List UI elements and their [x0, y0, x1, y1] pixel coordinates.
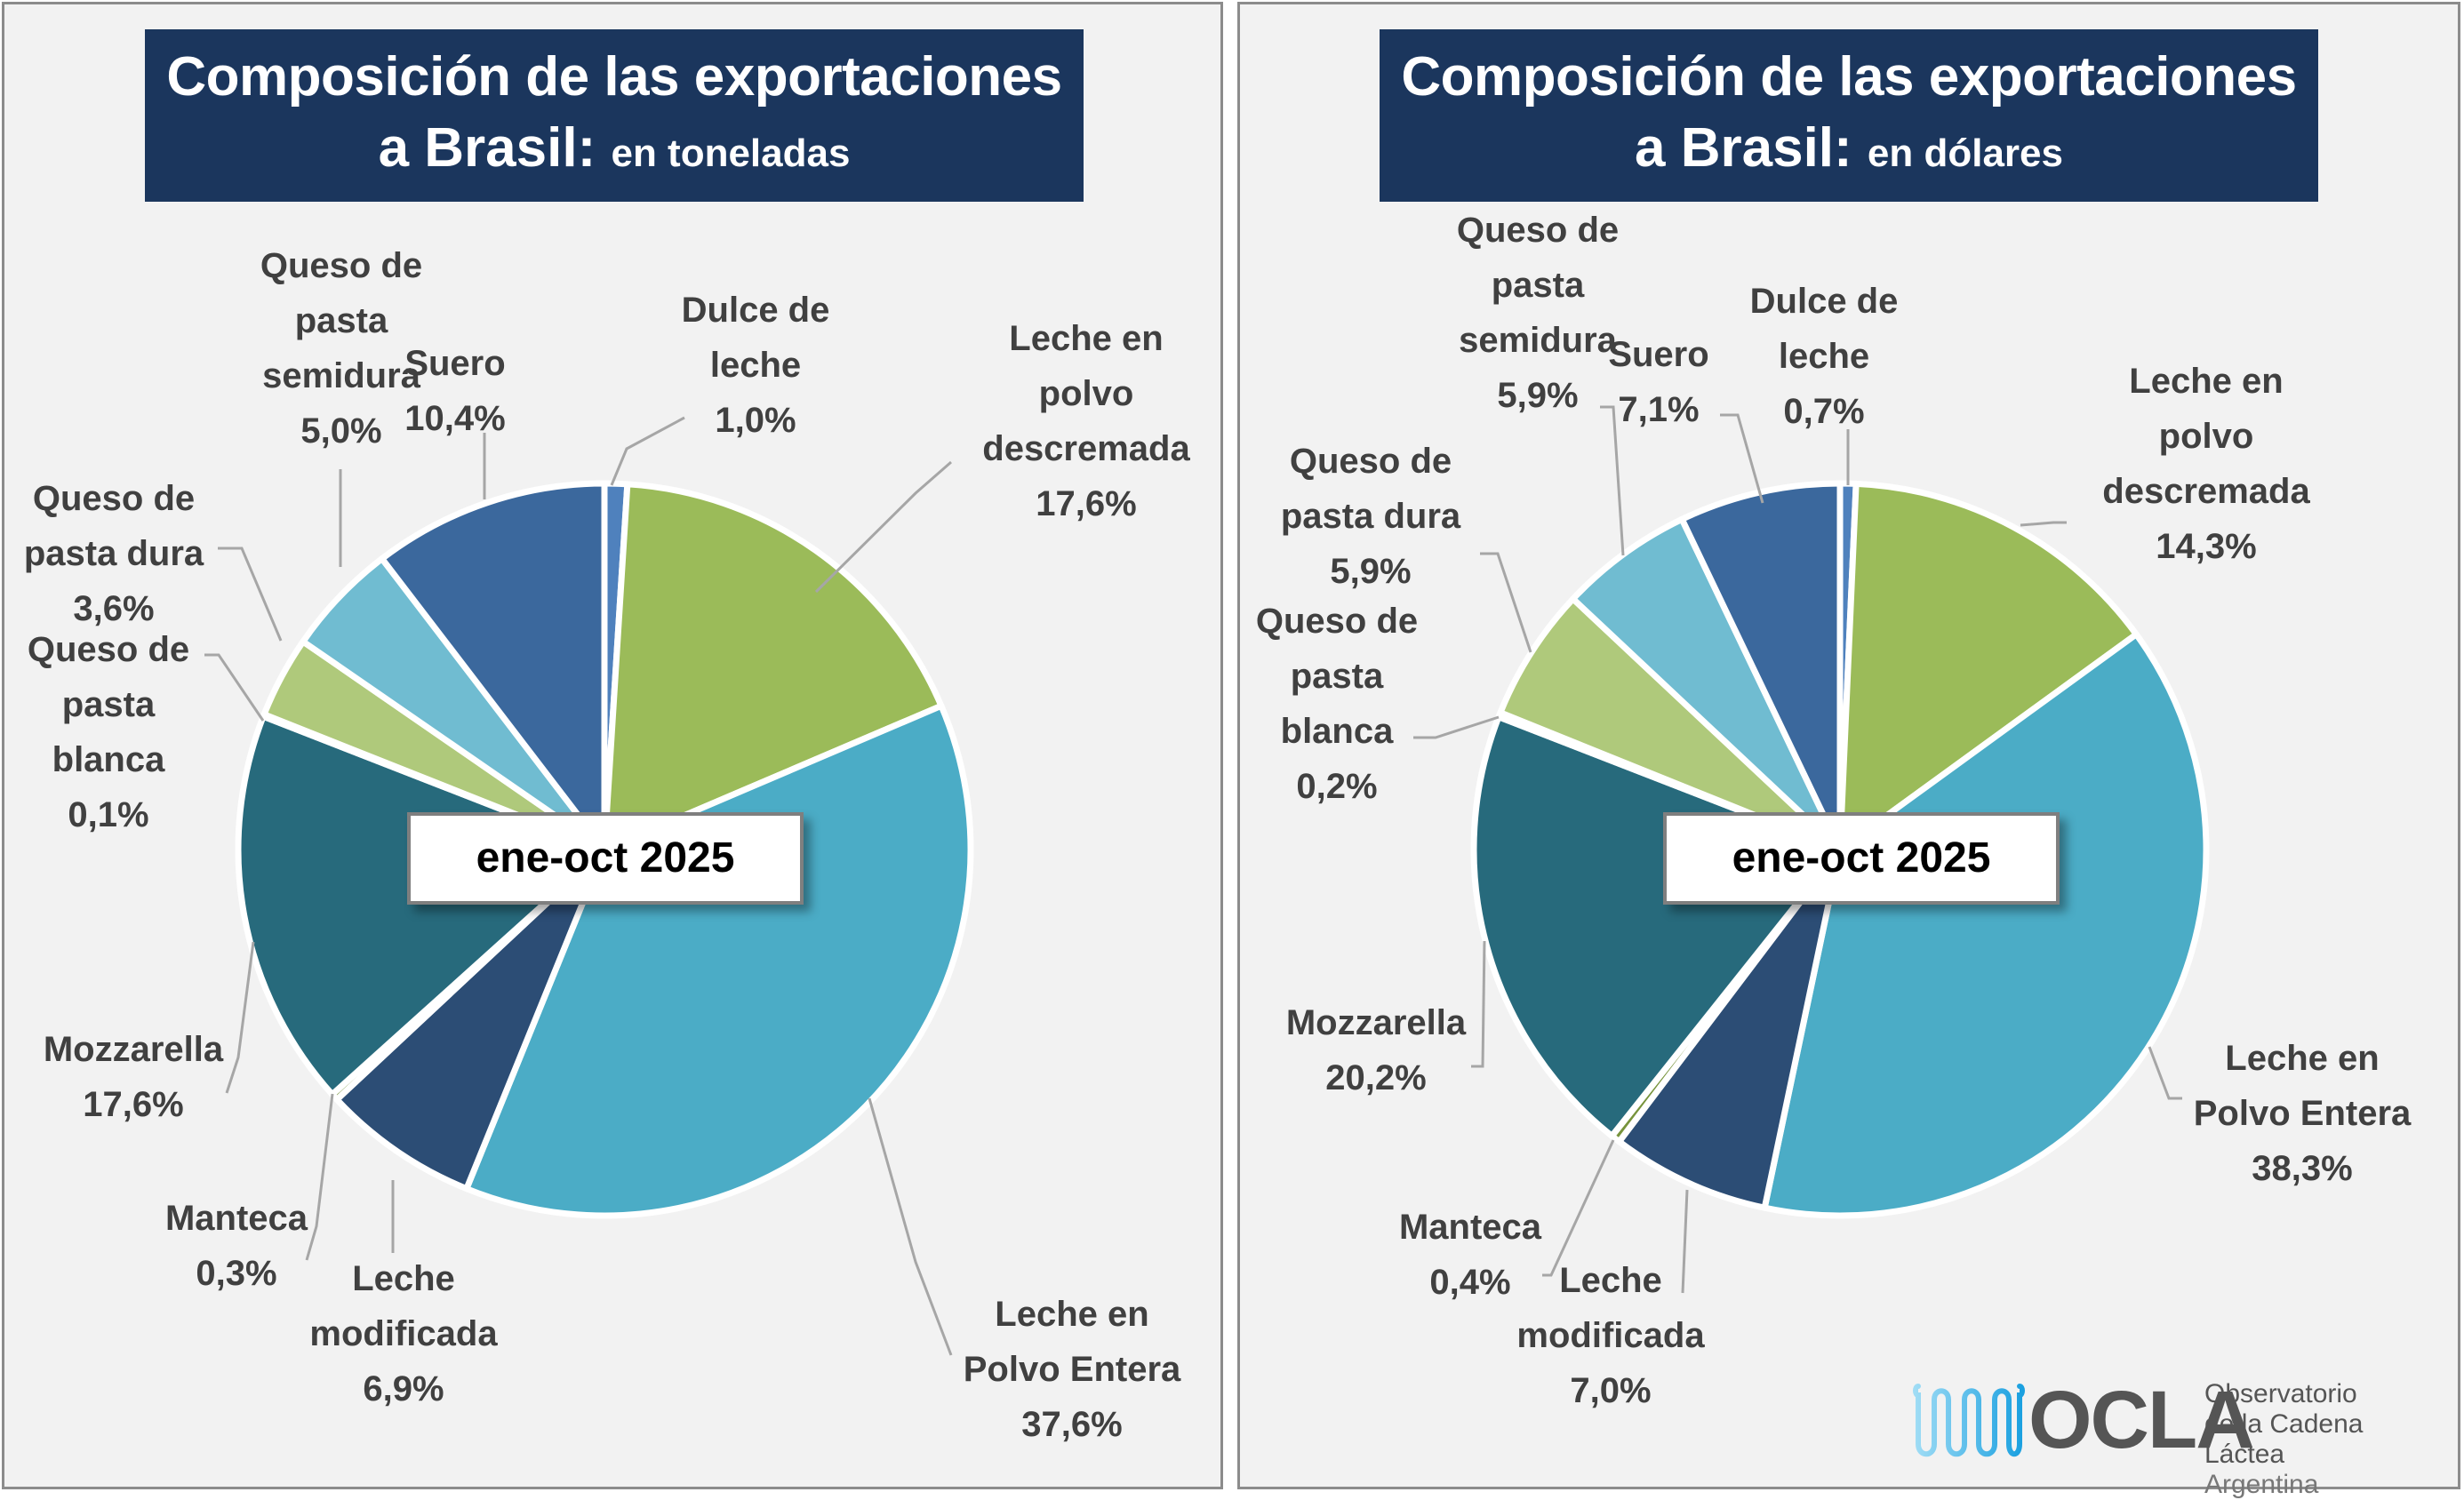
leader-line [2148, 1046, 2182, 1100]
pie-slice-queso-de-pasta-dura [1497, 595, 1844, 853]
logo-org-name: Observatorio de la Cadena Láctea Argenti… [2204, 1379, 2444, 1500]
leader-line [1720, 413, 1764, 504]
logo-line-1: Observatorio [2204, 1379, 2357, 1408]
logo-line-2: de la Cadena Láctea [2204, 1409, 2364, 1469]
data-label-manteca: Manteca 0,4% [1398, 1208, 1542, 1302]
data-label-manteca: Manteca 0,3% [164, 1199, 308, 1293]
data-label-queso-de-pasta-dura: Queso de pasta dura 3,6% [23, 479, 204, 628]
pie-slice-leche-modificada [333, 846, 608, 1193]
leader-line [225, 941, 255, 1094]
leader-line [1480, 552, 1532, 653]
data-label-mozzarella: Mozzarella 17,6% [43, 1030, 224, 1124]
pie-slice-leche-modificada [1616, 846, 1844, 1211]
data-label-queso-de-pasta-semidura: Queso de pasta semidura 5,9% [1456, 211, 1620, 415]
pie-slice-mozzarella [235, 713, 608, 1098]
title-line-1: Composición de las exportaciones [166, 46, 1062, 108]
period-label-left: ene-oct 2025 [407, 812, 804, 905]
leader-line [204, 653, 265, 722]
title-subtitle: en toneladas [611, 132, 851, 175]
leader-line [1542, 1139, 1615, 1277]
title-line-2: a Brasil: en dólares [1380, 113, 2318, 189]
title-line-2-main: a Brasil: [378, 117, 596, 179]
logo-wordmark: OCLA [2028, 1375, 2255, 1465]
data-label-leche-modificada: Leche modificada 6,9% [309, 1259, 498, 1408]
logo-line-3: Argentina [2204, 1470, 2319, 1499]
data-label-suero: Suero 7,1% [1608, 335, 1709, 429]
data-label-queso-de-pasta-semidura: Queso de pasta semidura 5,0% [260, 246, 423, 451]
leader-line [1681, 1189, 1689, 1294]
leader-line [2020, 521, 2067, 527]
leader-line [1600, 405, 1625, 556]
pie-slice-leche-en-polvo-descremada [1836, 480, 2140, 853]
data-label-suero: Suero 10,4% [404, 344, 506, 438]
leader-line [1471, 940, 1486, 1068]
chart-title: Composición de las exportaciones a Brasi… [145, 29, 1084, 202]
chart-title: Composición de las exportaciones a Brasi… [1380, 29, 2318, 202]
pie-slice-suero [379, 480, 608, 853]
ocla-logo: OCLA Observatorio de la Cadena Láctea Ar… [1911, 1368, 2444, 1499]
data-label-mozzarella: Mozzarella 20,2% [1285, 1003, 1467, 1097]
leader-line [610, 416, 685, 486]
data-label-dulce-de-leche: Dulce de leche 1,0% [681, 291, 830, 440]
leader-line [814, 460, 952, 594]
data-label-leche-modificada: Leche modificada 7,0% [1516, 1261, 1705, 1410]
chart-panel-toneladas: Composición de las exportaciones a Brasi… [2, 2, 1223, 1489]
data-label-leche-en-polvo-entera: Leche en Polvo Entera 38,3% [2193, 1039, 2412, 1188]
period-label-right: ene-oct 2025 [1663, 812, 2060, 905]
milk-wave-icon [1913, 1384, 2025, 1457]
title-line-2: a Brasil: en toneladas [145, 113, 1084, 189]
data-label-queso-de-pasta-dura: Queso de pasta dura 5,9% [1280, 442, 1461, 591]
leader-line [868, 1097, 953, 1356]
data-label-leche-en-polvo-descremada: Leche en polvo descremada 17,6% [982, 319, 1190, 523]
data-label-leche-en-polvo-entera: Leche en Polvo Entera 37,6% [963, 1295, 1181, 1444]
pie-slice-leche-en-polvo-descremada [601, 481, 945, 853]
leader-line [218, 547, 283, 642]
data-label-queso-de-pasta-blanca: Queso de pasta blanca 0,1% [27, 630, 190, 834]
data-label-leche-en-polvo-descremada: Leche en polvo descremada 14,3% [2102, 362, 2310, 566]
leader-line [305, 1093, 334, 1261]
leader-line [1413, 715, 1500, 739]
title-subtitle: en dólares [1867, 132, 2063, 175]
data-label-queso-de-pasta-blanca: Queso de pasta blanca 0,2% [1255, 602, 1419, 806]
pie-slice-leche-en-polvo-entera [1761, 631, 2210, 1219]
pie-slice-leche-en-polvo-entera [463, 702, 974, 1219]
title-line-1: Composición de las exportaciones [1401, 46, 2297, 108]
data-label-dulce-de-leche: Dulce de leche 0,7% [1749, 282, 1899, 431]
title-line-2-main: a Brasil: [1635, 117, 1852, 179]
